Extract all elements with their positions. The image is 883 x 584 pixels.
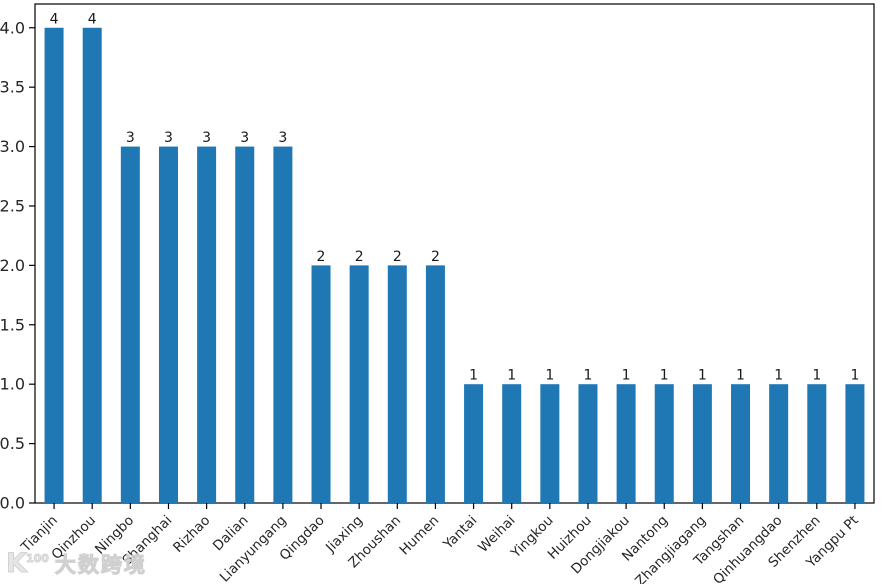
x-tick-label: Rizhao: [170, 513, 213, 556]
y-tick-label: 3.5: [0, 78, 25, 97]
y-tick-label: 0.5: [0, 434, 25, 453]
bar: [769, 384, 789, 503]
y-tick-label: 0.0: [0, 494, 25, 513]
bar-value-label: 1: [622, 368, 631, 384]
bar-value-label: 2: [431, 249, 440, 265]
bar-value-label: 1: [812, 368, 821, 384]
bar-value-label: 1: [660, 368, 669, 384]
bar-value-label: 3: [278, 130, 287, 146]
y-tick-label: 1.0: [0, 375, 25, 394]
bar-value-label: 1: [850, 368, 859, 384]
bar: [235, 146, 255, 504]
bar: [311, 265, 331, 503]
x-tick-label: Yantai: [440, 513, 481, 554]
bar-value-label: 1: [507, 368, 516, 384]
bar: [82, 27, 102, 504]
bar: [273, 146, 293, 504]
bar-value-label: 4: [88, 11, 97, 27]
bar: [387, 265, 407, 503]
bar: [807, 384, 827, 503]
bar-value-label: 1: [584, 368, 593, 384]
y-tick-label: 2.0: [0, 256, 25, 275]
bar-value-label: 3: [126, 130, 135, 146]
bar: [425, 265, 445, 503]
bar: [654, 384, 674, 503]
y-tick-label: 3.0: [0, 137, 25, 156]
bar-value-label: 1: [736, 368, 745, 384]
x-tick-label: Lianyungang: [217, 513, 290, 584]
bar-value-label: 1: [545, 368, 554, 384]
bar: [616, 384, 636, 503]
bar-value-label: 3: [164, 130, 173, 146]
y-tick-label: 1.5: [0, 315, 25, 334]
bar-value-label: 3: [240, 130, 249, 146]
x-tick-label: Humen: [396, 513, 442, 559]
y-tick-label: 4.0: [0, 18, 25, 37]
bar-value-label: 1: [698, 368, 707, 384]
bar-value-label: 2: [393, 249, 402, 265]
bar: [845, 384, 865, 503]
bar-value-label: 1: [774, 368, 783, 384]
bar: [158, 146, 178, 504]
y-tick-label: 2.5: [0, 196, 25, 215]
bar-value-label: 3: [202, 130, 211, 146]
bar: [692, 384, 712, 503]
bar: [197, 146, 217, 504]
bar: [464, 384, 484, 503]
bar-value-label: 4: [50, 11, 59, 27]
bar: [349, 265, 369, 503]
bar: [578, 384, 598, 503]
bar: [731, 384, 751, 503]
bar-value-label: 2: [317, 249, 326, 265]
bar: [44, 27, 64, 504]
bar: [502, 384, 522, 503]
bar: [540, 384, 560, 503]
bar-value-label: 1: [469, 368, 478, 384]
bar: [120, 146, 140, 504]
bar-value-label: 2: [355, 249, 364, 265]
